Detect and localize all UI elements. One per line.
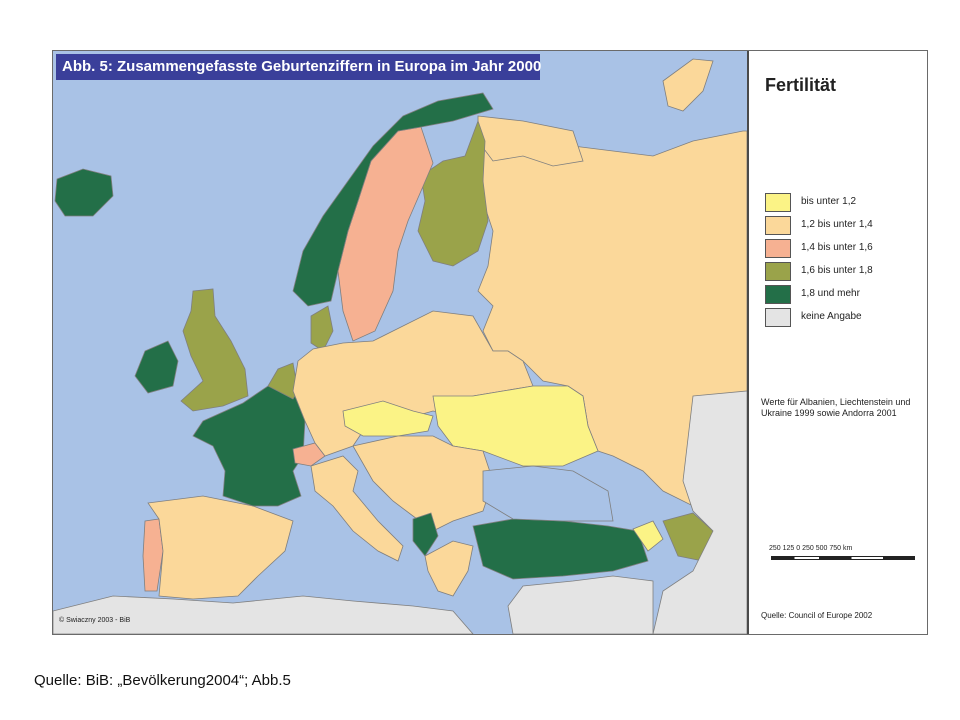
scale-bar: 250 125 0 250 500 750 km xyxy=(769,545,919,569)
region-russia-islands xyxy=(662,58,714,112)
legend-source: Quelle: Council of Europe 2002 xyxy=(761,611,873,620)
region-balkans xyxy=(352,435,494,532)
scale-line xyxy=(771,556,915,560)
region-middle-east xyxy=(507,575,654,634)
map-title: Abb. 5: Zusammengefasste Geburtenziffern… xyxy=(56,54,541,80)
region-spain xyxy=(147,495,294,600)
black-sea xyxy=(482,465,614,522)
legend-panel: Fertilität bis unter 1,2 1,2 bis unter 1… xyxy=(747,51,927,634)
legend-label: 1,2 bis unter 1,4 xyxy=(801,219,873,230)
legend-item: 1,6 bis unter 1,8 xyxy=(765,262,925,282)
region-czech-slovakia xyxy=(342,400,434,437)
legend-swatch xyxy=(765,308,791,327)
legend-swatch xyxy=(765,216,791,235)
legend-note: Werte für Albanien, Liechtenstein und Uk… xyxy=(761,397,911,418)
map-figure: Abb. 5: Zusammengefasste Geburtenziffern… xyxy=(52,50,928,635)
region-greece xyxy=(424,540,474,597)
legend-item: keine Angabe xyxy=(765,308,925,328)
legend-label: 1,6 bis unter 1,8 xyxy=(801,265,873,276)
legend-label: keine Angabe xyxy=(801,311,862,322)
legend-swatch xyxy=(765,285,791,304)
legend-label: 1,8 und mehr xyxy=(801,288,860,299)
region-italy xyxy=(310,455,404,562)
legend-swatch xyxy=(765,262,791,281)
region-great-britain xyxy=(180,288,249,412)
legend-item: bis unter 1,2 xyxy=(765,193,925,213)
scale-labels: 250 125 0 250 500 750 km xyxy=(769,545,853,552)
region-ireland xyxy=(134,340,179,394)
legend-swatch xyxy=(765,193,791,212)
region-iceland xyxy=(54,168,114,217)
legend-item: 1,4 bis unter 1,6 xyxy=(765,239,925,259)
region-albania xyxy=(412,512,439,557)
legend-title: Fertilität xyxy=(765,75,837,95)
legend-item: 1,2 bis unter 1,4 xyxy=(765,216,925,236)
legend-label: 1,4 bis unter 1,6 xyxy=(801,242,873,253)
region-switzerland xyxy=(292,442,326,467)
map-credit: © Swiaczny 2003 - BiB xyxy=(59,617,131,624)
figure-caption: Quelle: BiB: „Bevölkerung2004“; Abb.5 xyxy=(34,672,291,689)
region-north-africa xyxy=(53,595,474,634)
region-denmark xyxy=(310,305,334,352)
region-norway xyxy=(292,92,494,307)
region-finland xyxy=(417,119,489,267)
legend-item: 1,8 und mehr xyxy=(765,285,925,305)
legend-swatch xyxy=(765,239,791,258)
region-georgia-armenia xyxy=(632,520,664,552)
legend-label: bis unter 1,2 xyxy=(801,196,857,207)
